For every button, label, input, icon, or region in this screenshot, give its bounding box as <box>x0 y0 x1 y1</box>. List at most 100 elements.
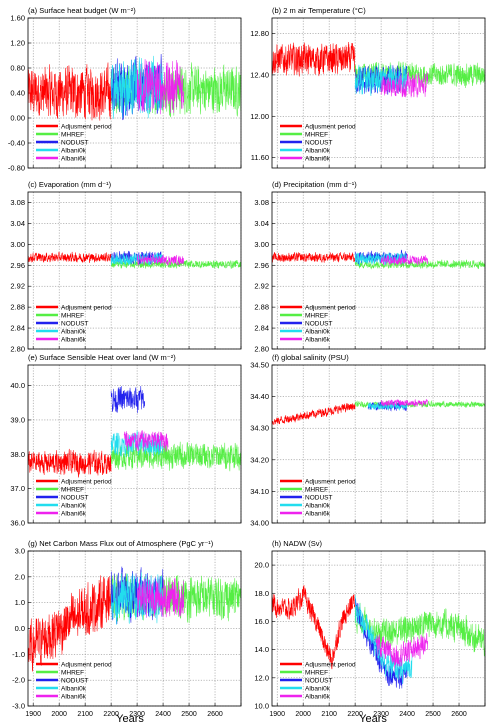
y-tick-label: 0.00 <box>10 114 25 123</box>
series-group <box>28 566 241 672</box>
x-tick-label: 2200 <box>103 711 119 718</box>
y-tick-label: 3.08 <box>10 198 25 207</box>
legend-label: Albani6k <box>305 156 331 163</box>
legend-label: MHREF <box>305 313 328 320</box>
y-tick-label: 0.40 <box>10 89 25 98</box>
y-tick-label: 34.30 <box>250 424 269 433</box>
panel-title: (e) Surface Sensible Heat over land (W m… <box>28 353 176 362</box>
legend-label: NODUST <box>305 321 332 328</box>
plot-frame <box>27 364 242 524</box>
series-line <box>272 403 356 426</box>
legend-label: Adjusment period <box>305 479 356 486</box>
panels-group: (a) Surface heat budget (W m⁻²) -0.80 -0.4… <box>8 6 486 718</box>
legend-label: Albani6k <box>305 337 331 344</box>
x-tick-label: 2100 <box>77 711 93 718</box>
legend-label: MHREF <box>305 670 328 677</box>
series-line <box>272 251 356 263</box>
legend-label: NODUST <box>61 495 88 502</box>
y-tick-label: 2.96 <box>254 261 269 270</box>
panel-title: (d) Precipitation (mm d⁻¹) <box>272 180 357 189</box>
panel-c: (c) Evaporation (mm d⁻¹) 2.80 2.84 2.88 2.92… <box>10 180 242 354</box>
series-group <box>272 42 485 98</box>
legend: Adjusment periodMHREFNODUSTAlbani0kAlban… <box>36 479 112 518</box>
series-line <box>354 64 408 97</box>
series-line <box>375 633 428 669</box>
legend-label: Albani0k <box>61 329 87 336</box>
legend-label: MHREF <box>305 487 328 494</box>
y-tick-label: 20.0 <box>254 561 269 570</box>
legend-label: Albani6k <box>61 694 87 701</box>
series-group <box>272 585 485 689</box>
series-group <box>272 249 485 270</box>
y-tick-label: -0.40 <box>8 139 25 148</box>
y-tick-label: 11.60 <box>251 153 269 162</box>
legend-label: NODUST <box>61 678 88 685</box>
legend: Adjusment periodMHREFNODUSTAlbani0kAlban… <box>36 305 112 344</box>
x-tick-label: 2500 <box>181 711 197 718</box>
legend-label: Albani6k <box>61 511 87 518</box>
plot-frame <box>271 364 486 524</box>
y-tick-label: 3.00 <box>254 240 269 249</box>
y-tick-label: 2.80 <box>10 345 25 354</box>
series-line <box>110 572 164 625</box>
legend-label: Adjusment period <box>61 662 112 669</box>
y-tick-label: 1.20 <box>10 39 25 48</box>
series-line <box>367 402 408 411</box>
y-tick-label: 12.80 <box>250 29 269 38</box>
y-tick-label: 34.50 <box>250 361 269 370</box>
series-line <box>354 595 413 684</box>
series-line <box>110 259 241 270</box>
y-tick-label: 0.0 <box>15 624 25 633</box>
legend-label: NODUST <box>305 495 332 502</box>
series-line <box>28 62 112 121</box>
legend-label: Albani0k <box>305 503 331 510</box>
y-tick-label: 2.88 <box>254 303 269 312</box>
y-tick-label: 3.08 <box>254 198 269 207</box>
legend-label: MHREF <box>305 132 328 139</box>
legend-label: Albani0k <box>305 686 331 693</box>
legend-label: MHREF <box>61 670 84 677</box>
series-line <box>272 585 356 670</box>
series-line <box>380 398 428 407</box>
y-tick-label: 0.80 <box>10 64 25 73</box>
x-tick-label: 2600 <box>207 711 223 718</box>
series-line <box>136 59 185 115</box>
legend-label: Adjusment period <box>61 124 112 131</box>
legend-label: Albani0k <box>61 686 87 693</box>
series-group <box>272 398 485 426</box>
series-line <box>123 430 169 452</box>
x-tick-label: 2300 <box>373 711 389 718</box>
legend: Adjusment periodMHREFNODUSTAlbani0kAlban… <box>36 124 112 163</box>
series-line <box>380 253 429 266</box>
panel-d: (d) Precipitation (mm d⁻¹) 2.80 2.84 2.88 2.… <box>254 180 486 354</box>
series-line <box>136 254 185 266</box>
y-tick-label: 3.04 <box>254 219 269 228</box>
legend-label: Adjusment period <box>61 305 112 312</box>
y-tick-label: 12.0 <box>254 673 269 682</box>
series-line <box>136 578 185 618</box>
legend-label: Albani0k <box>305 329 331 336</box>
x-tick-label: 2100 <box>321 711 337 718</box>
legend-label: Albani0k <box>305 148 331 155</box>
legend-label: Albani0k <box>61 503 87 510</box>
y-tick-label: 34.00 <box>250 519 269 528</box>
legend-label: Albani0k <box>61 148 87 155</box>
legend-label: Adjusment period <box>305 305 356 312</box>
legend-label: Adjusment period <box>305 662 356 669</box>
panel-title: (c) Evaporation (mm d⁻¹) <box>28 180 112 189</box>
x-tick-label: 2000 <box>51 711 67 718</box>
panel-title: (f) global salinity (PSU) <box>272 353 349 362</box>
y-tick-label: 1.0 <box>15 598 25 607</box>
legend-label: NODUST <box>305 678 332 685</box>
y-tick-label: 18.0 <box>254 589 269 598</box>
y-tick-label: -1.0 <box>12 650 25 659</box>
y-tick-label: 14.0 <box>254 645 269 654</box>
y-tick-label: 2.84 <box>254 324 269 333</box>
x-tick-label: 2200 <box>347 711 363 718</box>
series-line <box>110 441 241 472</box>
y-tick-label: 2.0 <box>15 572 25 581</box>
legend-label: Adjusment period <box>61 479 112 486</box>
plot-frame <box>271 550 486 707</box>
y-tick-label: 39.0 <box>10 415 25 424</box>
